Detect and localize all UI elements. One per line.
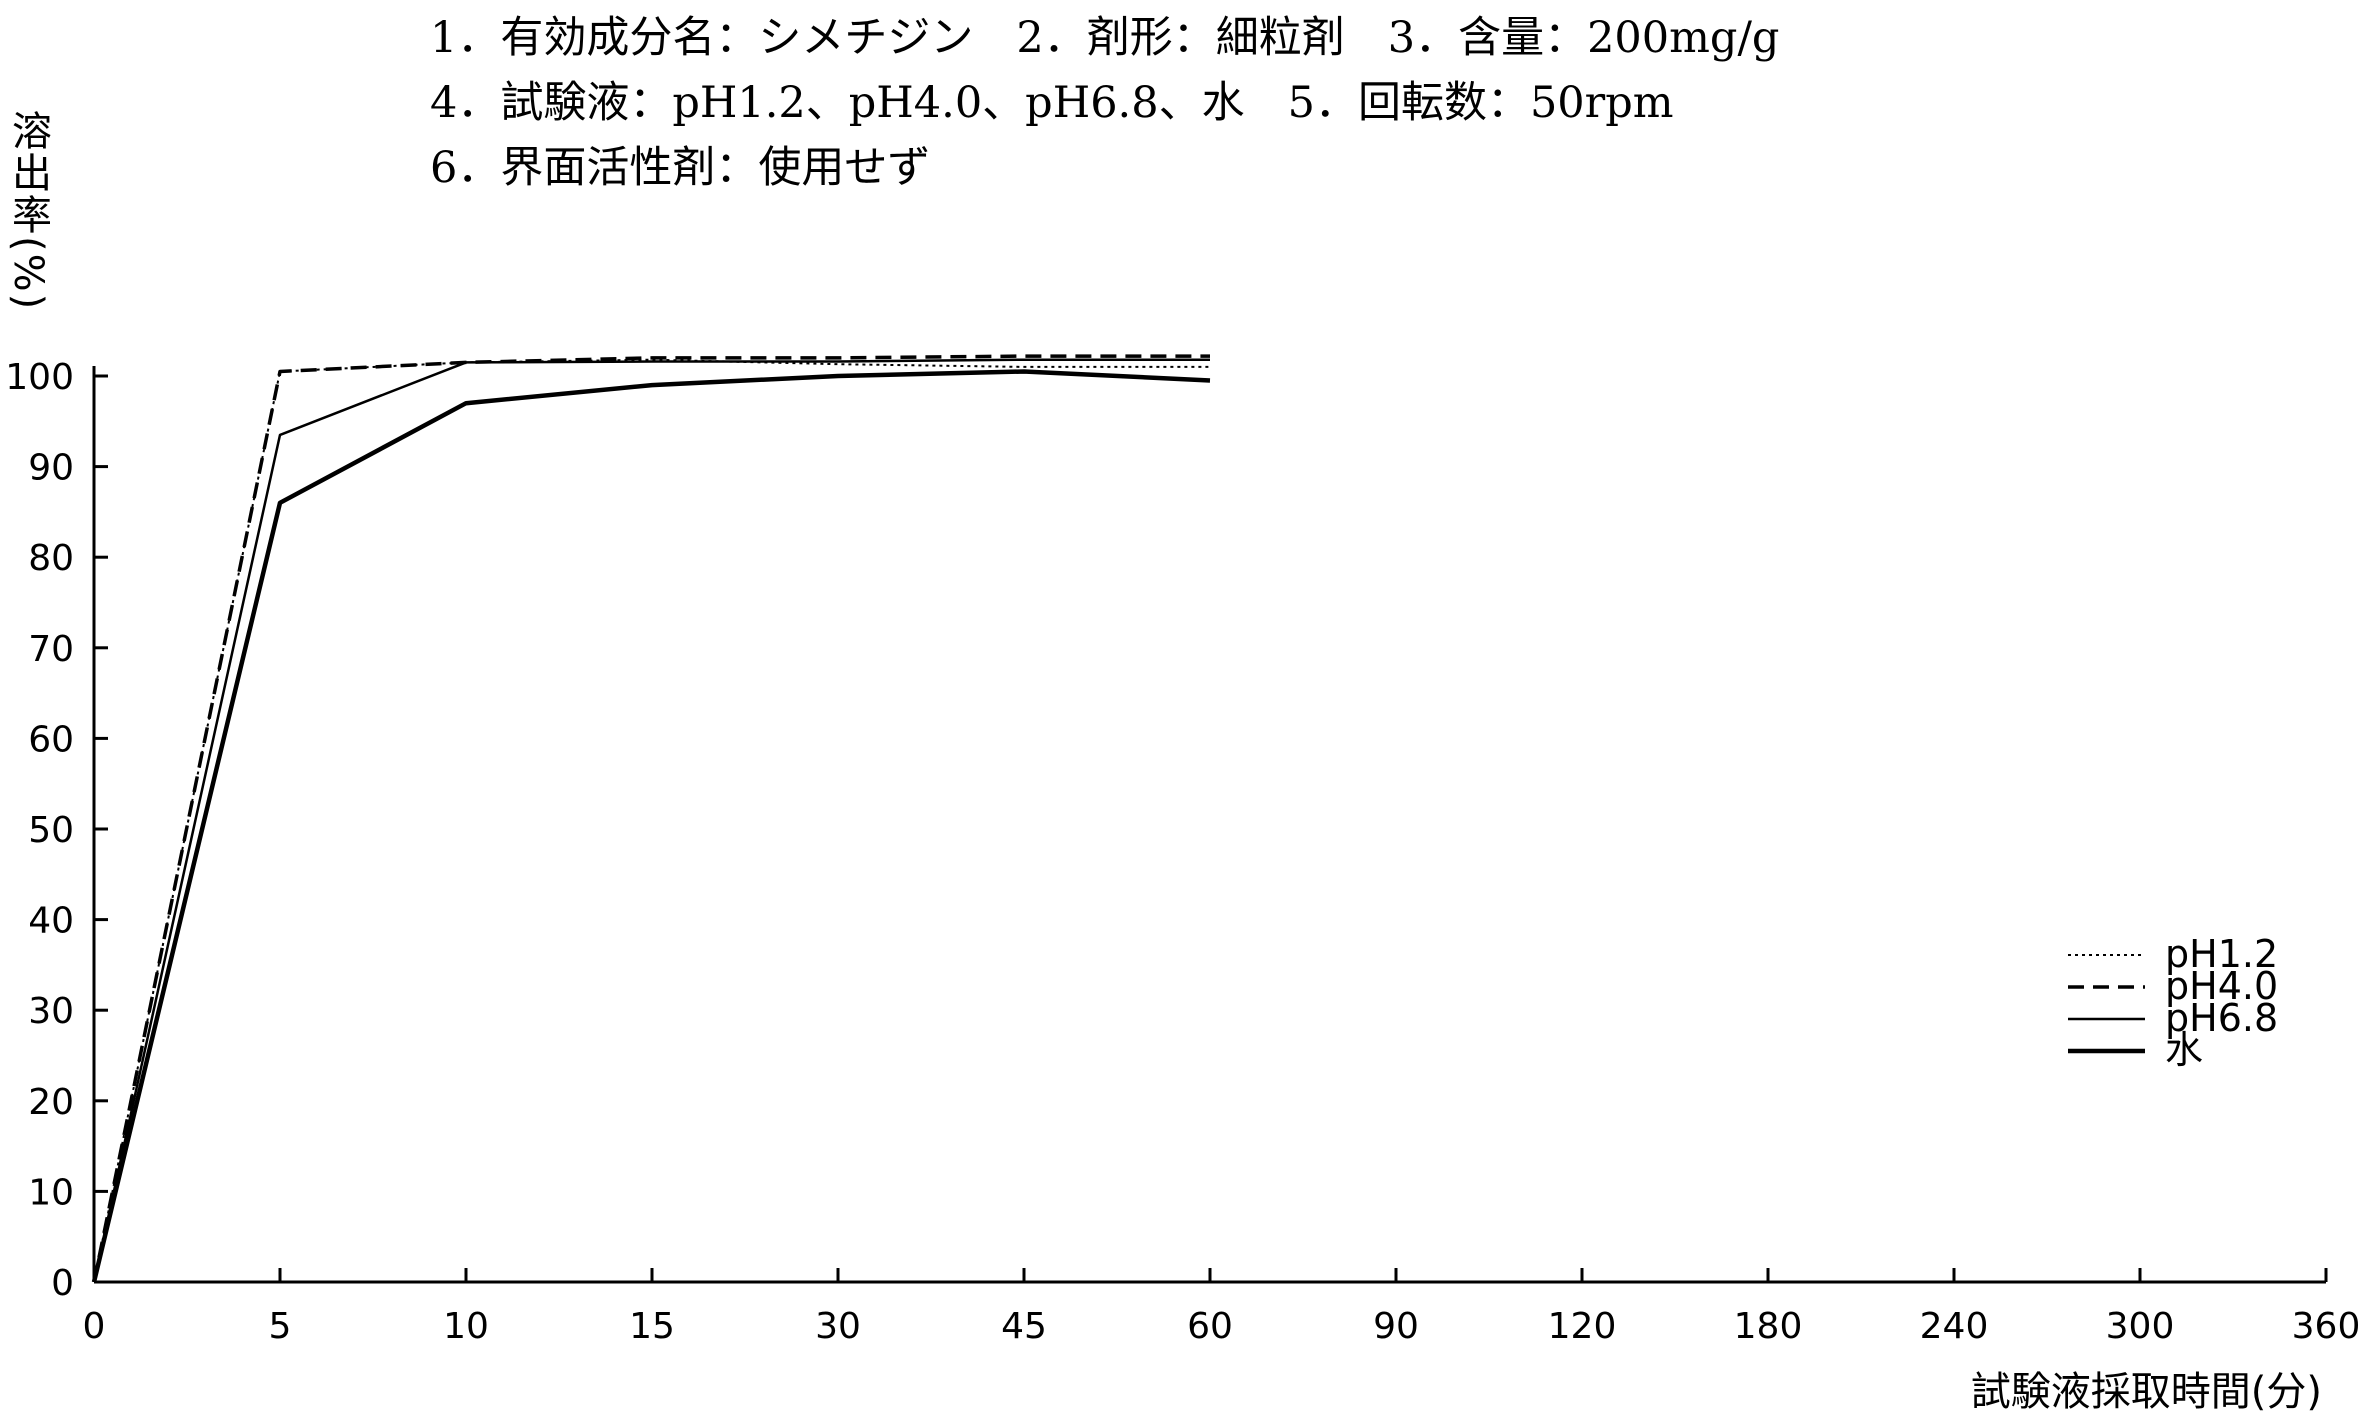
series-layer xyxy=(91,354,1211,1283)
x-tick-label: 360 xyxy=(2292,1306,2361,1347)
x-tick-label: 240 xyxy=(1920,1306,1989,1347)
y-tick-label: 0 xyxy=(51,1263,74,1304)
legend-label-2: pH4.0 xyxy=(2165,964,2278,1008)
series-line-3 xyxy=(92,358,1210,1283)
legend-label-3: pH6.8 xyxy=(2165,996,2278,1040)
series-line-2 xyxy=(92,354,1210,1283)
legend-label-1: pH1.2 xyxy=(2165,932,2278,976)
series-line-1 xyxy=(93,358,1210,1283)
y-tick-label: 20 xyxy=(28,1082,74,1123)
x-tick-label: 60 xyxy=(1187,1306,1233,1347)
header-line-1: 1．有効成分名：シメチジン 2．剤形：細粒剤 3．含量：200mg/g xyxy=(430,13,1779,63)
chart-header: 1．有効成分名：シメチジン 2．剤形：細粒剤 3．含量：200mg/g 4．試験… xyxy=(430,13,1779,193)
legend-label-4: 水 xyxy=(2165,1028,2203,1072)
y-tick-label: 50 xyxy=(28,810,74,851)
y-axis-label: 溶出率(%) xyxy=(5,110,51,311)
header-line-2: 4．試験液：pH1.2、pH4.0、pH6.8、水 5．回転数：50rpm xyxy=(430,78,1674,128)
x-tick-label: 5 xyxy=(269,1306,292,1347)
x-tick-label: 15 xyxy=(629,1306,675,1347)
y-tick-label: 30 xyxy=(28,991,74,1032)
axes: 0 10 20 30 40 50 60 70 80 90 100 0 5 10 15 30 45 60 90 120 1… xyxy=(5,357,2360,1347)
x-tick-label: 30 xyxy=(815,1306,861,1347)
y-tick-label: 80 xyxy=(28,538,74,579)
x-axis-label: 試験液採取時間(分) xyxy=(1971,1369,2322,1415)
x-tick-label: 45 xyxy=(1001,1306,1047,1347)
header-line-3: 6．界面活性剤：使用せず xyxy=(430,143,930,193)
x-tick-label: 0 xyxy=(83,1306,106,1347)
y-tick-label: 10 xyxy=(28,1172,74,1213)
x-tick-label: 300 xyxy=(2106,1306,2175,1347)
x-tick-label: 120 xyxy=(1548,1306,1617,1347)
y-tick-label: 90 xyxy=(28,448,74,489)
y-tick-label: 70 xyxy=(28,629,74,670)
y-tick-label: 40 xyxy=(28,901,74,942)
x-tick-label: 180 xyxy=(1734,1306,1803,1347)
x-tick-label: 10 xyxy=(443,1306,489,1347)
y-tick-label: 60 xyxy=(28,719,74,760)
x-tick-label: 90 xyxy=(1373,1306,1419,1347)
y-tick-label: 100 xyxy=(5,357,74,398)
series-line-4 xyxy=(91,369,1211,1283)
